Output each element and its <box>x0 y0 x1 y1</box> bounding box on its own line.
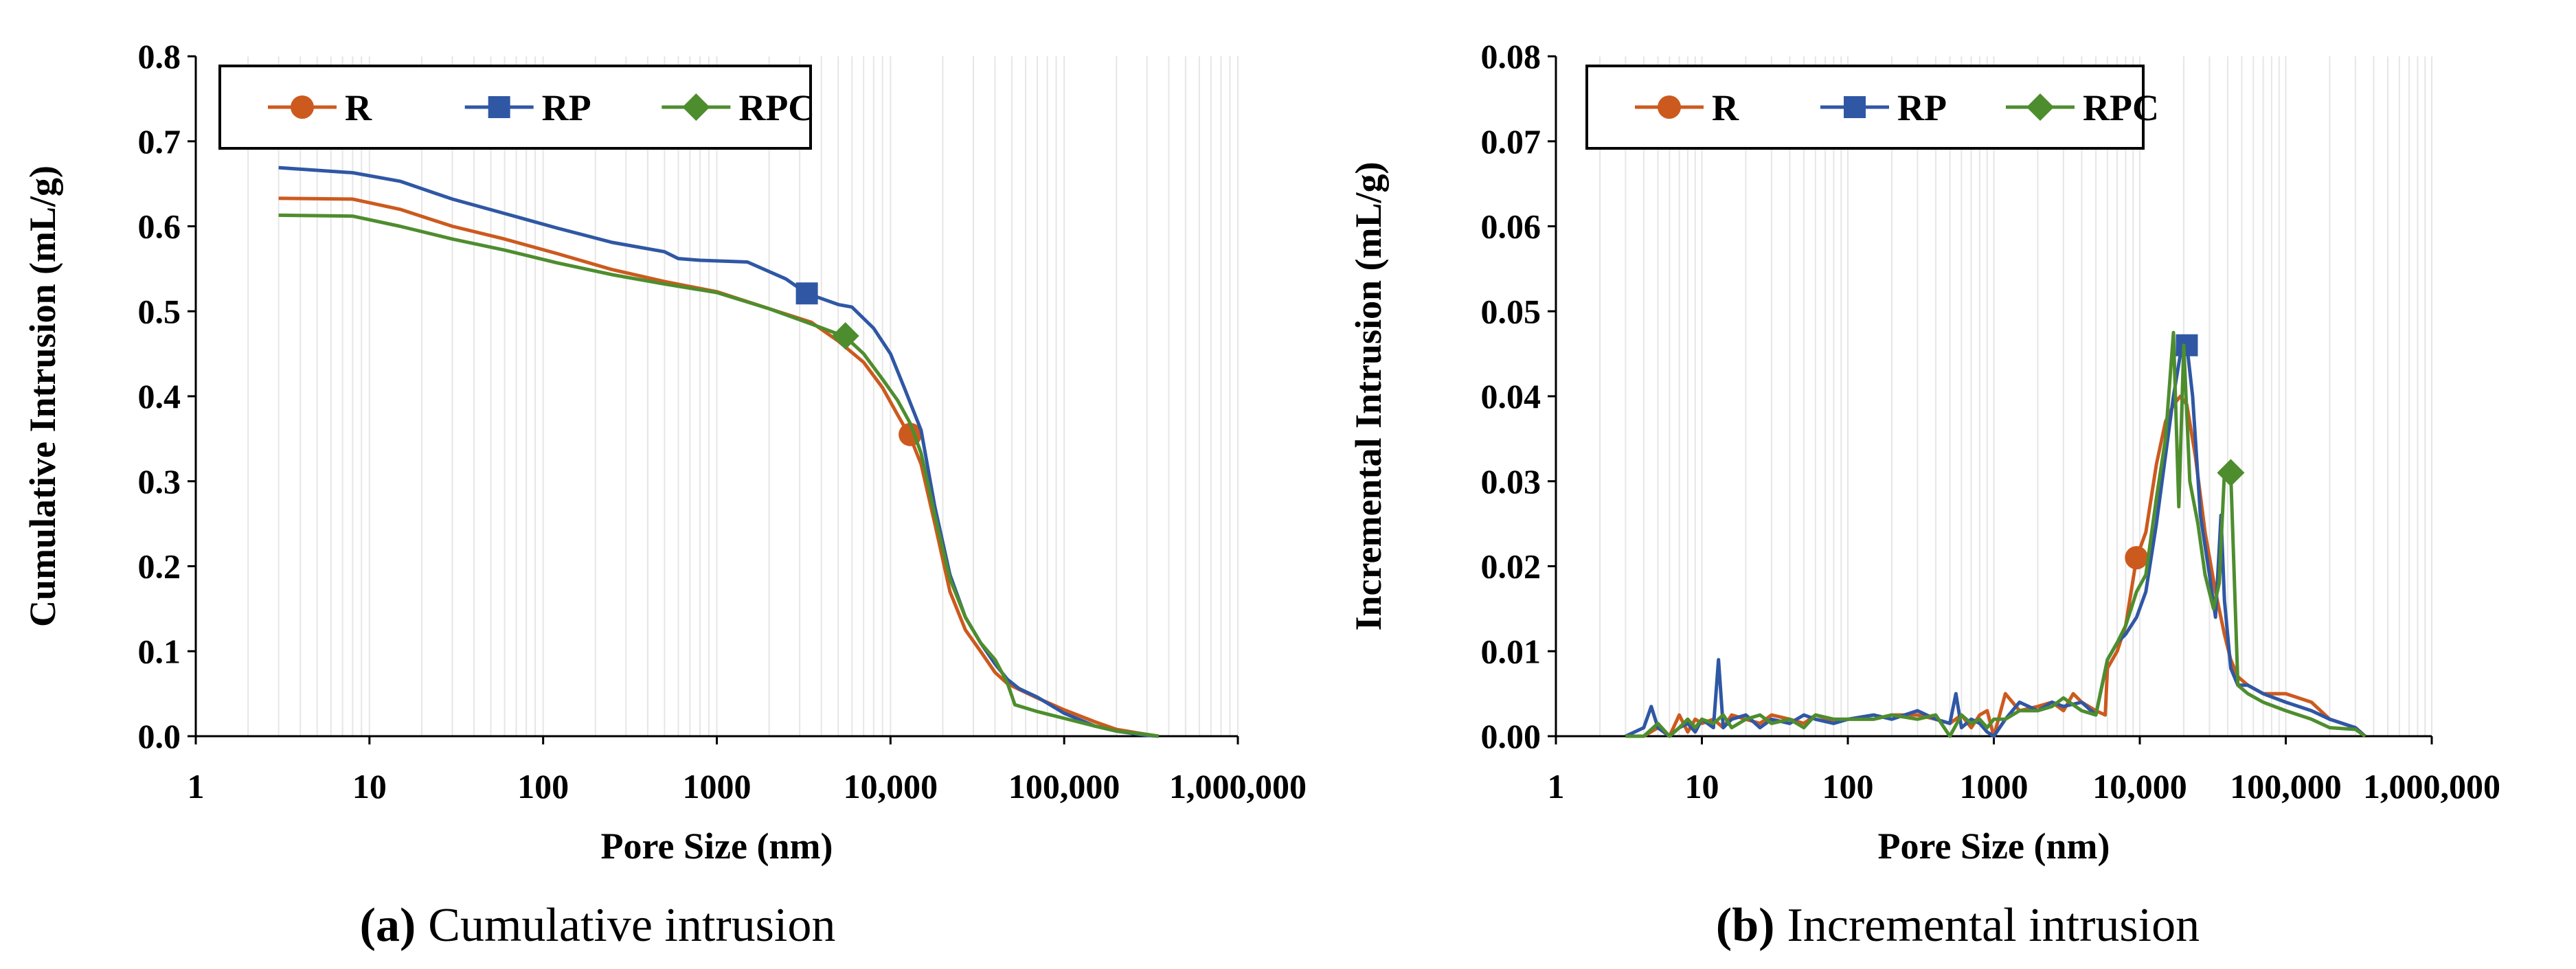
legend-label-rp: RP <box>1897 87 1947 128</box>
chart-cumulative-intrusion: 0.0 0.1 0.2 0.3 0.4 0.5 0.6 0.7 0.8 1 10 100 1000 10,… <box>22 37 1307 867</box>
legend-marker-rpc <box>2026 93 2054 121</box>
series-rpc <box>278 213 1160 738</box>
legend-marker-rp <box>488 96 510 118</box>
series-marker-rpc <box>2217 459 2245 487</box>
gridlines <box>247 56 1239 736</box>
y-tick-label: 0.4 <box>138 377 181 415</box>
series-rp <box>1625 334 2366 738</box>
x-tick-label: 1,000,000 <box>1169 767 1307 806</box>
series-line-r <box>278 196 1160 738</box>
x-tick-label: 1000 <box>683 767 752 806</box>
y-tick-label: 0.08 <box>1481 37 1541 76</box>
legend-marker-r <box>1658 95 1681 119</box>
y-tick-label: 0.03 <box>1481 462 1541 501</box>
y-tick-label: 0.0 <box>138 717 181 755</box>
legend: R RP RPC <box>1585 65 2159 150</box>
y-tick-label: 0.6 <box>138 207 181 246</box>
y-tick-label: 0.01 <box>1481 632 1541 670</box>
legend-marker-r <box>291 95 314 119</box>
y-tick-label: 0.3 <box>138 462 181 501</box>
y-tick-label: 0.2 <box>138 547 181 586</box>
legend: R RP RPC <box>218 65 815 150</box>
y-tick-label: 0.1 <box>138 632 181 670</box>
y-axis-label: Cumulative Intrusion (mL/g) <box>22 166 63 627</box>
series-marker-r <box>2125 546 2149 570</box>
x-tick-label: 1000 <box>1960 767 2029 806</box>
x-tick-label: 100,000 <box>1008 767 1120 806</box>
series-rpc <box>1625 330 2366 738</box>
y-tick-label: 0.8 <box>138 37 181 76</box>
series-line-r <box>1625 394 2366 738</box>
chart-incremental-intrusion: 0.00 0.01 0.02 0.03 0.04 0.05 0.06 0.07 0.08 1 10 1… <box>1348 37 2500 867</box>
y-axis-label: Incremental Intrusion (mL/g) <box>1348 162 1389 631</box>
series-line-rpc <box>278 213 1160 738</box>
y-tick-label: 0.00 <box>1481 717 1541 755</box>
caption-a-label: (a) <box>360 899 416 952</box>
x-tick-label: 1,000,000 <box>2363 767 2500 806</box>
legend-label-r: R <box>345 87 372 128</box>
x-tick-label: 100 <box>517 767 569 806</box>
x-tick-label: 1 <box>188 767 205 806</box>
x-axis-label: Pore Size (nm) <box>601 825 833 867</box>
y-tick-label: 0.05 <box>1481 292 1541 330</box>
series-line-rpc <box>1625 330 2366 738</box>
y-tick-label: 0.06 <box>1481 207 1541 246</box>
series-line-rp <box>278 166 1159 738</box>
caption-a-text: Cumulative intrusion <box>428 899 835 952</box>
series-line-rp <box>1625 343 2366 738</box>
legend-label-rp: RP <box>542 87 591 128</box>
series-rp <box>278 166 1159 738</box>
legend-marker-rpc <box>682 93 710 121</box>
x-tick-label: 10,000 <box>844 767 938 806</box>
y-tick-label: 0.02 <box>1481 547 1541 586</box>
caption-a: (a) Cumulative intrusion <box>360 899 836 952</box>
x-tick-label: 10 <box>352 767 387 806</box>
y-tick-label: 0.07 <box>1481 122 1541 161</box>
caption-b-label: (b) <box>1716 899 1775 952</box>
series-r <box>278 196 1160 738</box>
x-axis-label: Pore Size (nm) <box>1878 825 2110 867</box>
x-tick-label: 1 <box>1548 767 1565 806</box>
x-tick-label: 100,000 <box>2230 767 2342 806</box>
y-tick-label: 0.04 <box>1481 377 1541 415</box>
caption-b-text: Incremental intrusion <box>1787 899 2200 952</box>
legend-label-rpc: RPC <box>738 87 815 128</box>
series-marker-rpc <box>831 322 859 350</box>
legend-label-r: R <box>1712 87 1739 128</box>
x-tick-label: 10 <box>1685 767 1719 806</box>
series-r <box>1625 394 2366 738</box>
y-tick-label: 0.7 <box>138 122 181 161</box>
x-tick-label: 100 <box>1822 767 1874 806</box>
gridlines <box>1598 56 2432 736</box>
legend-marker-rp <box>1844 96 1866 118</box>
series-marker-rp <box>2176 334 2198 356</box>
legend-label-rpc: RPC <box>2083 87 2159 128</box>
y-tick-label: 0.5 <box>138 292 181 330</box>
caption-b: (b) Incremental intrusion <box>1716 899 2200 952</box>
series-marker-rp <box>795 282 818 305</box>
x-tick-label: 10,000 <box>2092 767 2187 806</box>
